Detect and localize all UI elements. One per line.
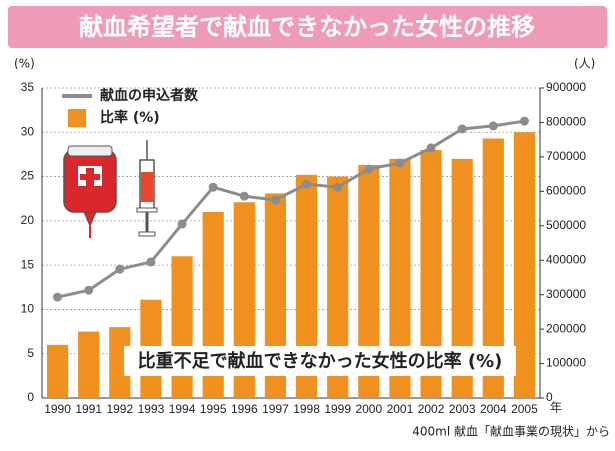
x-tick-label: 2002: [418, 402, 445, 416]
y-tick-label: 5: [27, 346, 34, 360]
y2-tick-label: 600000: [546, 184, 586, 198]
y2-tick-label: 200000: [546, 321, 586, 335]
line-point: [519, 116, 529, 126]
x-tick-label: 1998: [293, 402, 320, 416]
line-point: [333, 182, 343, 192]
x-tick-label: 1994: [169, 402, 196, 416]
y-tick-label: 25: [21, 169, 35, 183]
bar: [513, 132, 536, 399]
bar: [109, 327, 131, 398]
title-banner: [8, 6, 607, 48]
line-point: [302, 179, 312, 189]
bar: [451, 158, 473, 398]
x-tick-label: 1991: [75, 402, 102, 416]
line-point: [208, 182, 218, 192]
bar: [46, 344, 69, 398]
bar: [482, 138, 504, 398]
syringe-icon: [136, 140, 158, 237]
bar: [327, 176, 349, 398]
y-tick-label: 20: [21, 213, 35, 227]
y2-tick-label: 300000: [546, 287, 586, 301]
bar: [78, 331, 100, 398]
y2-tick-label: 400000: [546, 252, 586, 266]
x-tick-label: 1992: [106, 402, 133, 416]
bar: [171, 256, 193, 398]
line-point: [488, 121, 498, 131]
line: [57, 119, 525, 299]
line-point: [270, 195, 280, 205]
y-tick-label: 35: [21, 80, 35, 94]
x-tick-label: 1995: [200, 402, 227, 416]
y2-tick-label: 700000: [546, 149, 586, 163]
legend-swatch: [68, 109, 86, 127]
chart-title: 献血希望者で献血できなかった女性の推移: [79, 13, 535, 41]
line-point: [457, 124, 467, 134]
legend-label: 献血の申込者数: [100, 87, 199, 104]
annotation-bg: [124, 346, 516, 376]
x-tick-label: 2000: [355, 402, 382, 416]
y2-axis-label: (人): [574, 57, 595, 71]
y-axis-label: (%): [14, 57, 35, 71]
x-tick-label: 1999: [324, 402, 351, 416]
x-tick-label: 2004: [480, 402, 507, 416]
bar: [358, 165, 380, 398]
source: 400ml 献血「献血事業の現状」から: [412, 424, 610, 439]
line-point: [53, 292, 63, 302]
line-point: [84, 285, 94, 295]
x-tick-label: 1996: [231, 402, 258, 416]
y-tick-label: 30: [21, 124, 35, 138]
line-point: [426, 143, 436, 153]
y-tick-label: 0: [27, 390, 34, 404]
y2-tick-label: 500000: [546, 218, 586, 232]
bar: [389, 158, 411, 398]
line-point: [364, 164, 374, 174]
bar: [420, 150, 442, 398]
line-point: [395, 158, 405, 168]
y2-tick-label: 0: [546, 390, 553, 404]
line-point: [239, 191, 249, 201]
x-tick-label: 1993: [138, 402, 165, 416]
x-axis-label: 年: [550, 401, 562, 415]
line-point: [115, 264, 125, 274]
y-tick-label: 15: [21, 257, 35, 271]
annotation: 比重不足で献血できなかった女性の比率 (%): [138, 350, 503, 372]
x-tick-label: 2005: [511, 402, 538, 416]
bar: [295, 174, 318, 398]
line-point: [146, 257, 156, 267]
y-tick-label: 10: [21, 302, 35, 316]
y2-tick-label: 900000: [546, 80, 586, 94]
x-tick-label: 2003: [449, 402, 476, 416]
plot-area: 0 5 10 15 20 25 30 35 0 100000 200000 300000 400000 5…: [21, 80, 587, 416]
legend-label: 比率 (%): [100, 109, 160, 126]
y2-tick-label: 100000: [546, 356, 586, 370]
x-tick-label: 1990: [44, 402, 71, 416]
y2-tick-label: 800000: [546, 115, 586, 129]
blood-bag-icon: [63, 145, 117, 238]
x-tick-label: 1997: [262, 402, 289, 416]
x-tick-label: 2001: [387, 402, 414, 416]
line-point: [177, 219, 187, 229]
